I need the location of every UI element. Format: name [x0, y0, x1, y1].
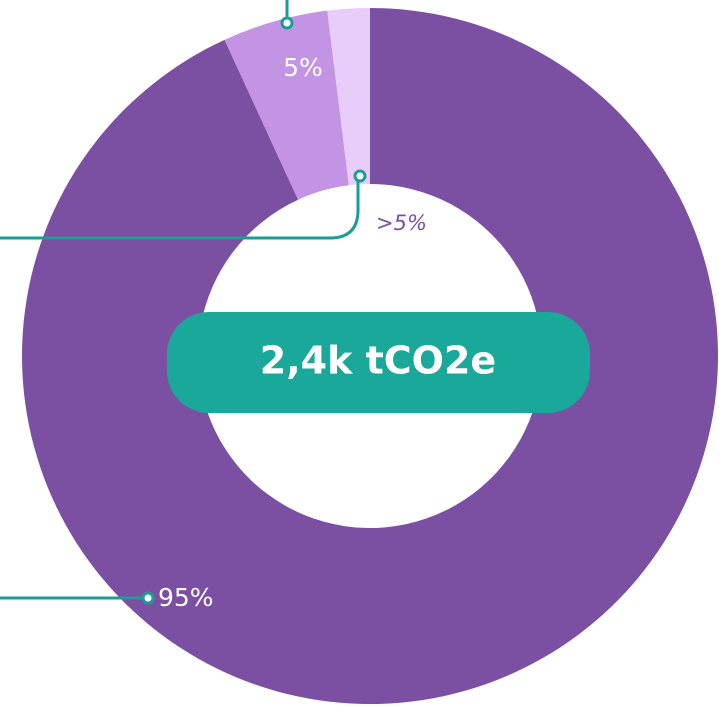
slice [327, 8, 370, 186]
connector-dot [280, 16, 294, 30]
slice [21, 8, 719, 704]
slices [21, 8, 719, 704]
value-label: 5% [283, 53, 323, 82]
connector-dot [141, 591, 155, 605]
connectors [0, 0, 367, 605]
value-label: >5% [376, 211, 427, 235]
center-label: 2,4k tCO2e [260, 339, 496, 383]
slice [224, 10, 349, 200]
value-label: 95% [158, 583, 214, 612]
connector-dot [353, 169, 367, 183]
center-pill [167, 312, 590, 413]
connector-line [0, 181, 360, 240]
